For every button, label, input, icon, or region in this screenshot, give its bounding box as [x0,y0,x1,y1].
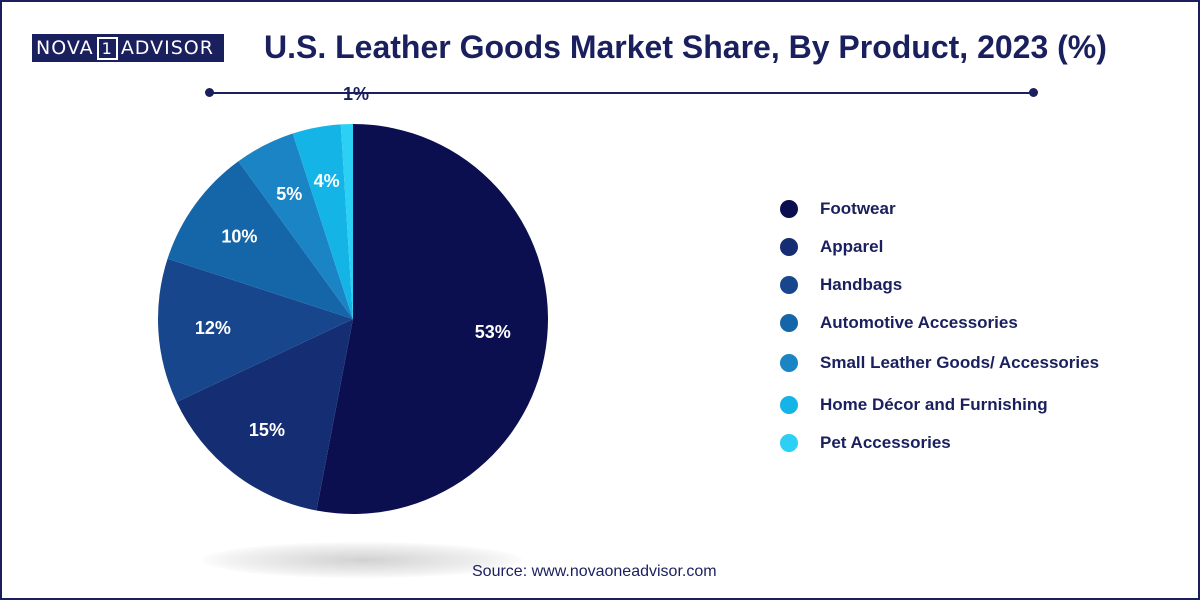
legend-label: Home Décor and Furnishing [820,395,1048,414]
title-underline-right-dot [1029,88,1038,97]
legend-swatch [780,314,798,332]
pie-slice-pet-accessories [340,124,353,319]
pie-slice-apparel [176,319,353,511]
legend-item-handbags: Handbags [780,274,902,296]
slice-label-automotive-accessories: 10% [221,226,257,246]
legend-item-apparel: Apparel [780,236,883,258]
source-note: Source: www.novaoneadvisor.com [472,563,717,580]
title-underline [210,92,1034,94]
pie-slice-automotive-accessories [167,161,353,319]
legend-label: Apparel [820,237,884,256]
slice-label-home-d-cor-and-furnishing: 4% [314,171,340,191]
pie-slice-small-leather-goods-accessories [238,133,353,319]
pie-slice-home-d-cor-and-furnishing [292,124,353,319]
logo-text-right: ADVISOR [120,37,214,59]
slice-label-apparel: 15% [249,420,285,440]
legend-swatch [780,396,798,414]
legend-label: Handbags [820,275,903,294]
pie-slice-footwear [316,124,549,515]
legend-label: Pet Accessories [820,433,951,452]
legend-label: Automotive Accessories [820,313,1018,332]
legend-label: Footwear [820,199,896,218]
legend-item-automotive-accessories: Automotive Accessories [780,312,1018,334]
pie-shadow [202,542,522,578]
pie-slice-handbags [158,258,353,403]
slice-label-pet-accessories: 1% [343,84,369,104]
slice-label-footwear: 53% [475,322,511,342]
legend-swatch [780,276,798,294]
chart-title: U.S. Leather Goods Market Share, By Prod… [264,29,1107,65]
legend-swatch [780,238,798,256]
logo-mark: 1 [96,36,118,60]
legend-swatch [780,200,798,218]
legend-label: Small Leather Goods/ Accessories [820,353,1100,372]
slice-label-small-leather-goods-accessories: 5% [276,184,302,204]
logo-text-left: NOVA [36,37,94,59]
slice-label-handbags: 12% [195,318,231,338]
legend-item-pet-accessories: Pet Accessories [780,432,951,454]
title-underline-left-dot [205,88,214,97]
legend-swatch [780,434,798,452]
legend-item-small-leather-goods-accessories: Small Leather Goods/ Accessories [780,352,1099,374]
legend-swatch [780,354,798,372]
brand-logo: NOVA 1 ADVISOR [32,34,224,62]
legend-item-home-d-cor-and-furnishing: Home Décor and Furnishing [780,394,1048,416]
legend-item-footwear: Footwear [780,198,896,220]
